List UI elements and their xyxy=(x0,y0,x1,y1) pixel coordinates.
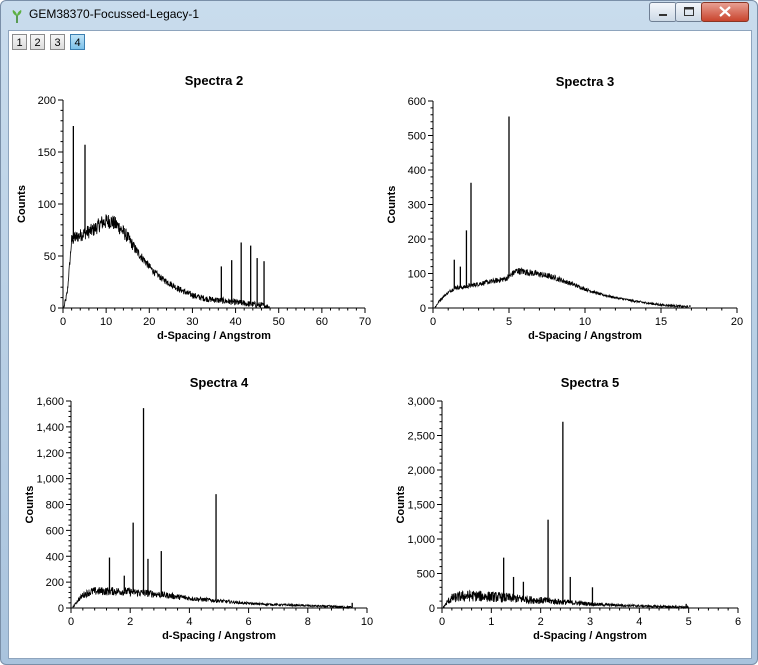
y-tick-label: 1,600 xyxy=(36,396,64,408)
y-tick-label: 400 xyxy=(408,165,426,177)
x-tick-label: 1 xyxy=(488,616,494,628)
y-axis-label: Counts xyxy=(16,185,28,223)
x-tick-label: 10 xyxy=(361,616,373,628)
x-tick-label: 60 xyxy=(316,316,328,328)
tab-3[interactable]: 3 xyxy=(50,34,65,50)
window-title: GEM38370-Focussed-Legacy-1 xyxy=(29,7,200,21)
plot-area: 1 2 3 4 Spectra 2 0 50 100 150 200 0 10 20 30 40 50… xyxy=(8,30,752,659)
y-tick-label: 0 xyxy=(58,603,64,615)
tab-2[interactable]: 2 xyxy=(30,34,45,50)
x-axis-label: d-Spacing / Angstrom xyxy=(528,330,642,342)
y-tick-label: 400 xyxy=(46,551,64,563)
y-tick-label: 1,500 xyxy=(407,500,435,512)
close-icon xyxy=(719,6,731,17)
spectrum-line xyxy=(442,589,689,610)
minimize-button[interactable] xyxy=(649,2,677,22)
y-tick-label: 1,000 xyxy=(36,474,64,486)
y-tick-label: 500 xyxy=(408,131,426,143)
chart-4: Spectra 5 0 500 1,000 1,500 2,000 2,500 3,000 0 1… xyxy=(395,375,741,642)
x-tick-label: 30 xyxy=(186,316,198,328)
chart-title: Spectra 5 xyxy=(561,375,620,390)
chart-2: Spectra 3 0 100 200 300 400 500 600 0 5 10 15 20 d-Sp… xyxy=(386,74,743,342)
x-tick-label: 5 xyxy=(506,316,512,328)
x-tick-label: 10 xyxy=(100,316,112,328)
y-tick-label: 2,000 xyxy=(407,465,435,477)
y-tick-label: 200 xyxy=(46,577,64,589)
y-tick-label: 100 xyxy=(408,269,426,281)
x-tick-label: 4 xyxy=(186,616,192,628)
x-tick-label: 0 xyxy=(60,316,66,328)
minimize-icon xyxy=(659,14,667,16)
close-button[interactable] xyxy=(701,2,749,22)
y-tick-label: 1,400 xyxy=(36,422,64,434)
x-tick-label: 0 xyxy=(68,616,74,628)
x-tick-label: 40 xyxy=(229,316,241,328)
y-tick-label: 3,000 xyxy=(407,396,435,408)
y-tick-label: 1,200 xyxy=(36,448,64,460)
y-axis-label: Counts xyxy=(24,486,36,524)
x-tick-label: 3 xyxy=(587,616,593,628)
chart-title: Spectra 2 xyxy=(185,73,244,88)
y-axis-label: Counts xyxy=(395,486,407,524)
y-tick-label: 0 xyxy=(420,303,426,315)
y-tick-label: 800 xyxy=(46,500,64,512)
x-tick-label: 6 xyxy=(735,616,741,628)
y-tick-label: 300 xyxy=(408,200,426,212)
chart-title: Spectra 3 xyxy=(556,74,615,89)
y-tick-label: 200 xyxy=(38,95,56,107)
x-tick-label: 15 xyxy=(655,316,667,328)
spectrum-line xyxy=(63,214,322,309)
y-tick-label: 0 xyxy=(429,603,435,615)
y-tick-label: 200 xyxy=(408,234,426,246)
x-tick-label: 10 xyxy=(579,316,591,328)
y-tick-label: 1,000 xyxy=(407,534,435,546)
x-tick-label: 0 xyxy=(439,616,445,628)
tab-4[interactable]: 4 xyxy=(70,34,85,50)
x-tick-label: 20 xyxy=(731,316,743,328)
y-tick-label: 150 xyxy=(38,147,56,159)
y-tick-label: 50 xyxy=(44,251,56,263)
y-tick-label: 100 xyxy=(38,199,56,211)
x-tick-label: 5 xyxy=(686,616,692,628)
x-tick-label: 6 xyxy=(246,616,252,628)
y-tick-label: 600 xyxy=(408,96,426,108)
y-tick-label: 500 xyxy=(417,569,435,581)
chart-title: Spectra 4 xyxy=(190,375,249,390)
chart-3: Spectra 4 0 200 400 600 800 1,000 1,200 1,400 1,6… xyxy=(24,375,373,642)
app-icon xyxy=(12,10,22,23)
x-tick-label: 50 xyxy=(273,316,285,328)
x-tick-label: 2 xyxy=(127,616,133,628)
spectrum-line xyxy=(434,267,689,309)
y-tick-label: 600 xyxy=(46,525,64,537)
maximize-icon xyxy=(684,7,694,16)
x-axis-label: d-Spacing / Angstrom xyxy=(162,630,276,642)
tab-1[interactable]: 1 xyxy=(12,34,27,50)
x-tick-label: 4 xyxy=(636,616,642,628)
x-axis-label: d-Spacing / Angstrom xyxy=(157,330,271,342)
y-axis-label: Counts xyxy=(386,186,398,224)
x-tick-label: 20 xyxy=(143,316,155,328)
x-tick-label: 0 xyxy=(430,316,436,328)
x-axis-label: d-Spacing / Angstrom xyxy=(533,630,647,642)
x-tick-label: 70 xyxy=(359,316,371,328)
maximize-button[interactable] xyxy=(675,2,703,22)
y-tick-label: 2,500 xyxy=(407,431,435,443)
title-bar: GEM38370-Focussed-Legacy-1 xyxy=(1,1,757,29)
chart-1: Spectra 2 0 50 100 150 200 0 10 20 30 40 50 60 70 d-Sp… xyxy=(16,73,371,342)
spectrum-line xyxy=(72,587,353,610)
x-tick-label: 8 xyxy=(305,616,311,628)
x-tick-label: 2 xyxy=(538,616,544,628)
y-tick-label: 0 xyxy=(50,303,56,315)
